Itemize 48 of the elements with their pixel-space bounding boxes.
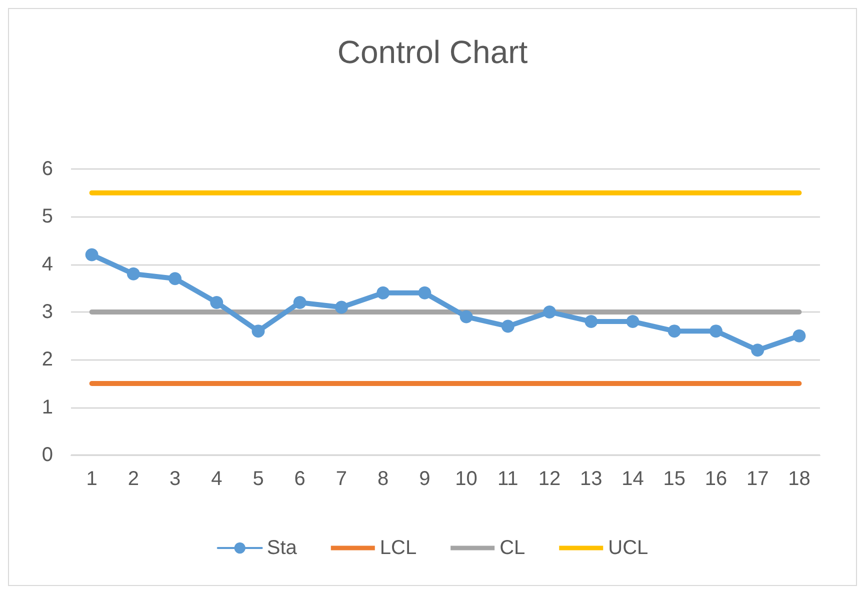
point — [709, 324, 722, 338]
point — [85, 248, 98, 262]
x-tick-label: 17 — [746, 468, 769, 490]
y-tick-label: 4 — [42, 253, 53, 276]
x-tick-label: 8 — [378, 468, 389, 490]
x-tick-label: 9 — [419, 468, 430, 490]
x-tick-label: 15 — [663, 468, 686, 490]
x-tick-label: 16 — [704, 468, 728, 490]
y-tick-label: 6 — [42, 158, 53, 180]
chart-title: Control Chart — [337, 34, 528, 70]
point — [293, 296, 306, 309]
x-tick-label: 3 — [169, 468, 181, 490]
y-tick-label: 5 — [42, 206, 53, 228]
legend-label: UCL — [608, 537, 648, 559]
x-tick-label: 12 — [538, 468, 561, 490]
point — [210, 296, 224, 309]
point — [668, 324, 681, 338]
point — [792, 329, 806, 342]
point — [126, 267, 140, 280]
x-tick-label: 5 — [252, 468, 264, 490]
y-tick-label: 1 — [42, 396, 53, 418]
x-tick-label: 10 — [455, 468, 478, 490]
point — [501, 320, 514, 333]
legend-label: LCL — [380, 537, 417, 559]
point — [543, 306, 556, 318]
x-tick-label: 6 — [294, 468, 306, 490]
point — [376, 286, 390, 300]
x-tick-label: 14 — [622, 468, 644, 490]
x-tick-label: 18 — [788, 468, 810, 490]
legend-label: CL — [500, 537, 526, 559]
point — [334, 300, 348, 314]
x-tick-label: 2 — [128, 468, 139, 490]
x-tick-label: 4 — [211, 468, 222, 490]
x-tick-label: 11 — [498, 468, 518, 490]
point — [751, 344, 764, 357]
point — [584, 315, 598, 328]
point — [168, 272, 182, 286]
point — [460, 310, 473, 324]
x-tick-label: 1 — [86, 468, 98, 490]
x-tick-label: 7 — [336, 468, 348, 490]
y-tick-label: 0 — [42, 444, 53, 466]
y-tick-label: 2 — [42, 348, 53, 371]
y-tick-label: 3 — [42, 301, 53, 323]
point — [626, 315, 640, 328]
legend-label: Sta — [266, 537, 298, 559]
point — [418, 286, 432, 300]
x-tick-label: 13 — [580, 468, 602, 490]
point — [252, 324, 265, 338]
